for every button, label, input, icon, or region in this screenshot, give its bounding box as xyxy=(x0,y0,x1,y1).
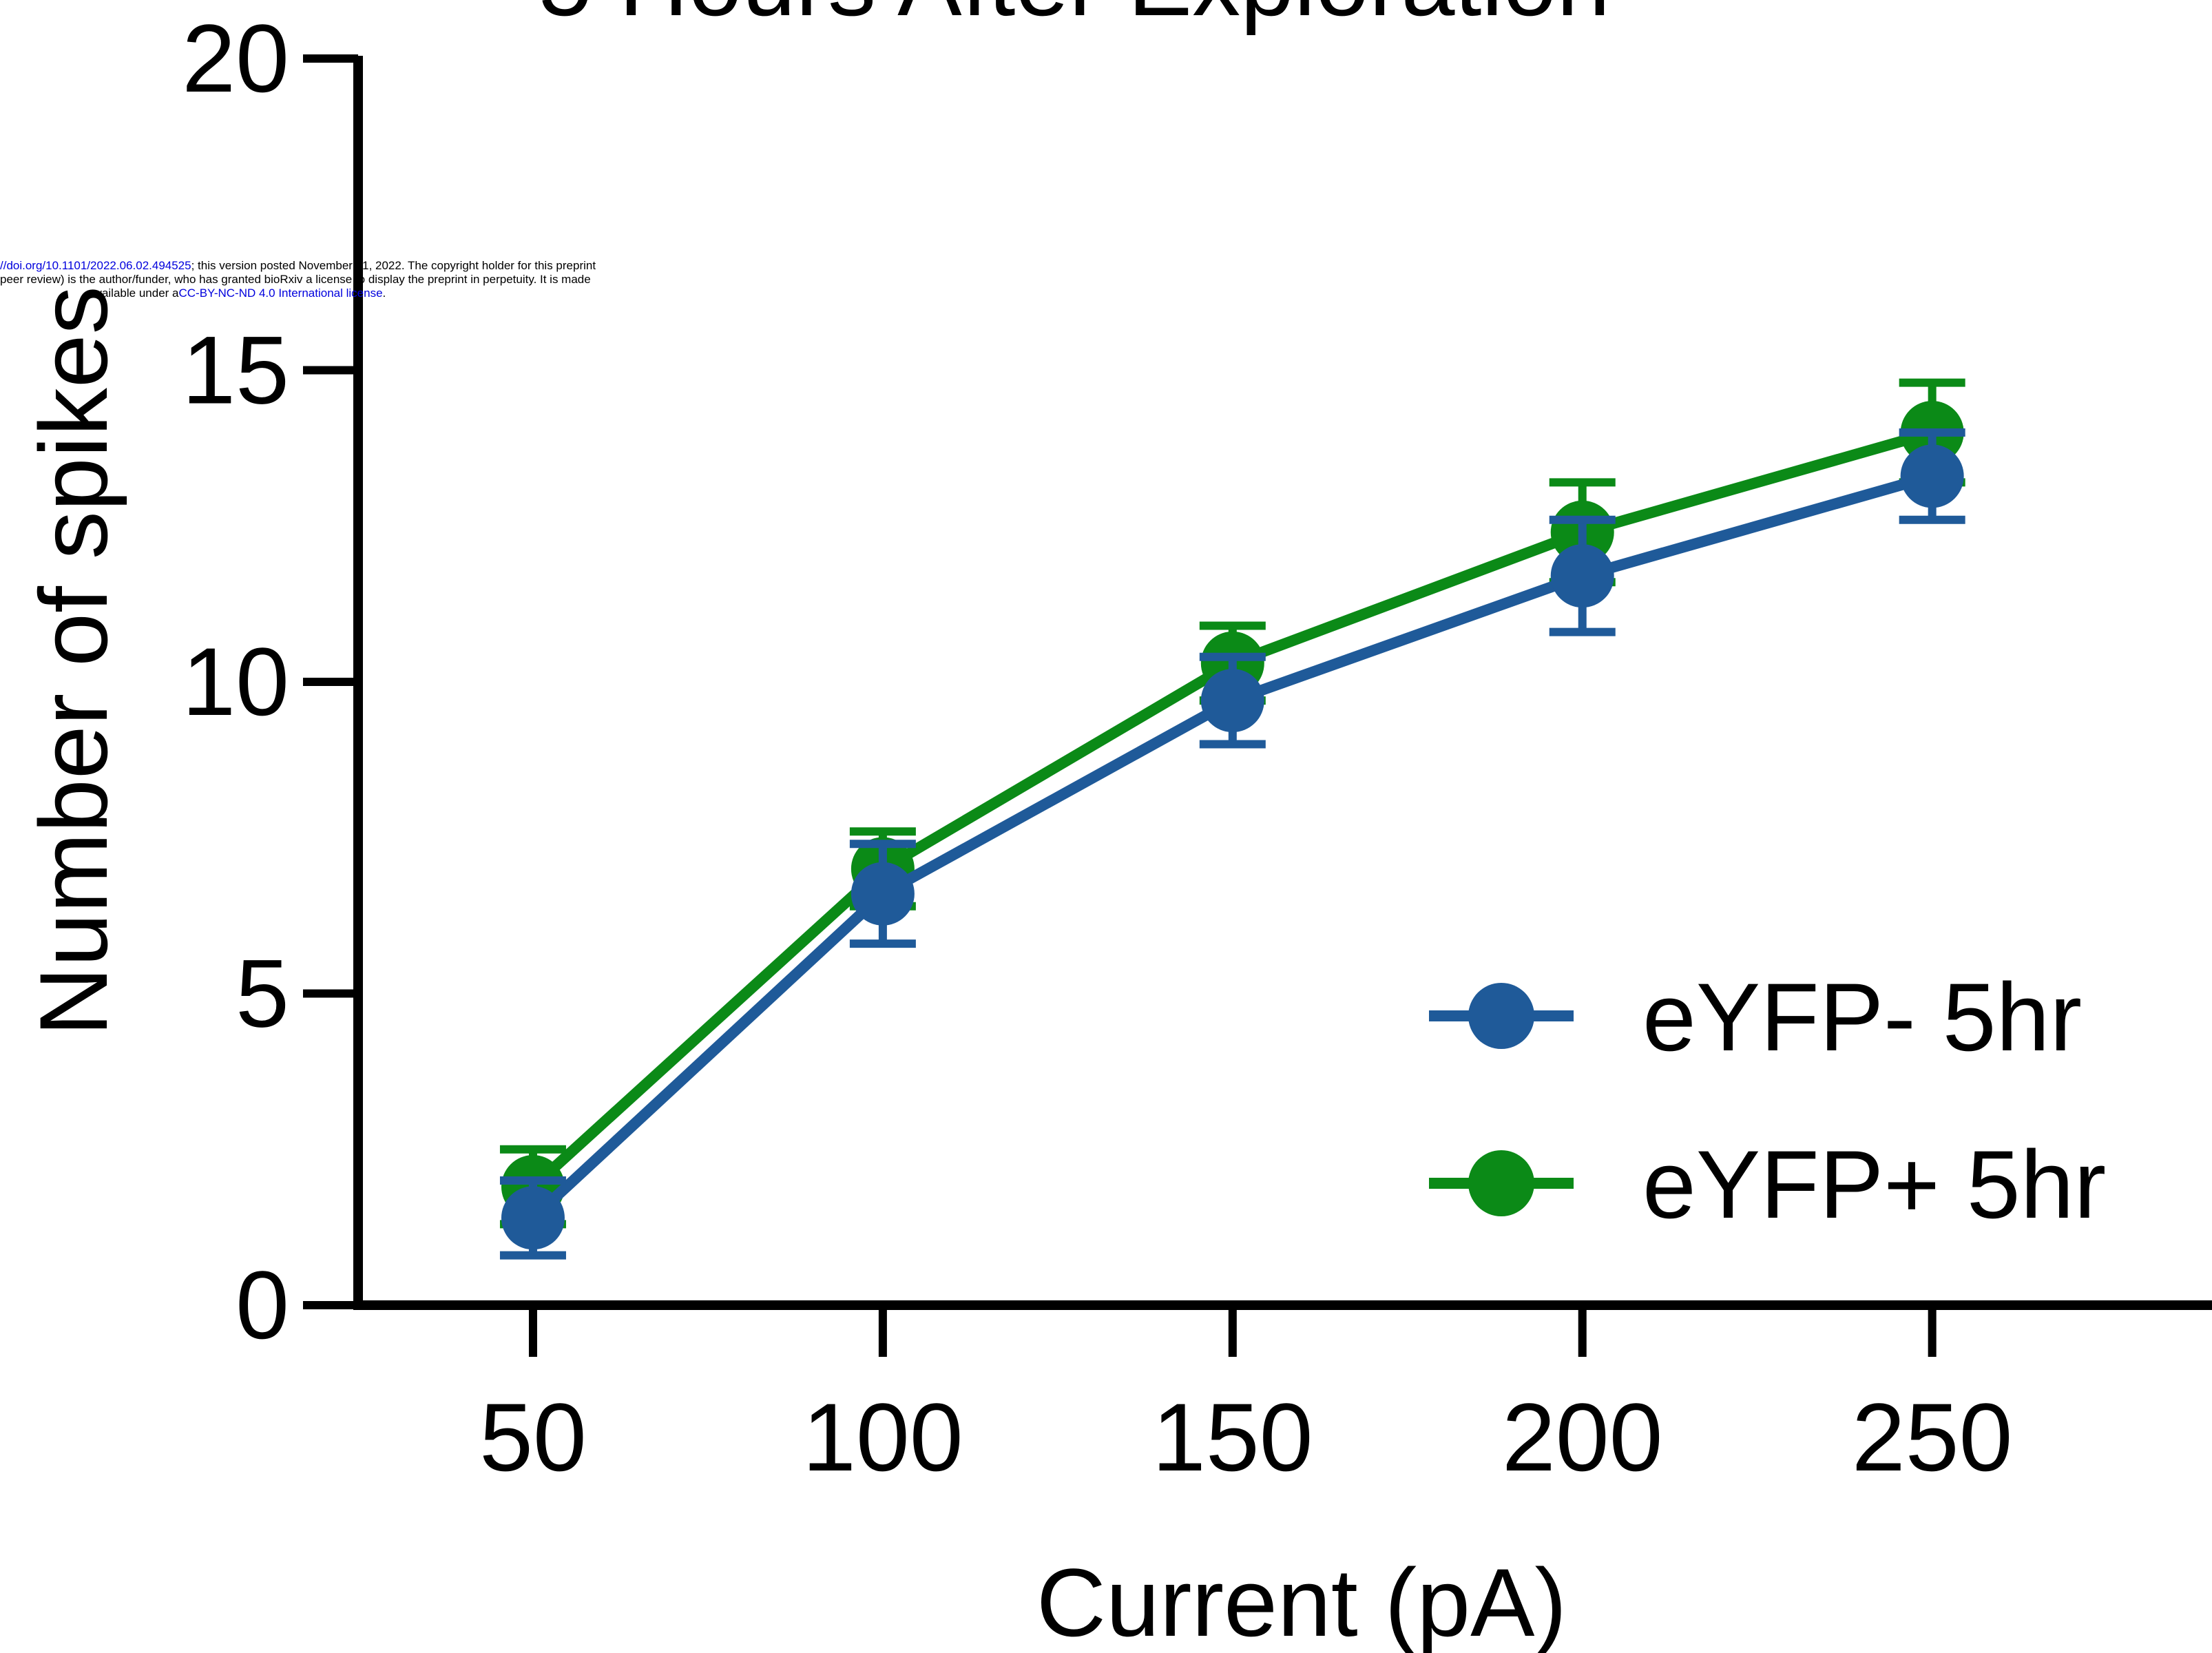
x-tick-label: 200 xyxy=(1502,1383,1663,1491)
series-1 xyxy=(499,428,1965,1260)
doi-link[interactable]: //doi.org/10.1101/2022.06.02.494525 xyxy=(0,259,191,272)
data-point xyxy=(501,1186,565,1250)
banner-line-3-prefix: available under a xyxy=(90,287,179,300)
data-point xyxy=(1550,544,1614,608)
legend-marker xyxy=(1468,1150,1534,1216)
banner-line-2: peer review) is the author/funder, who h… xyxy=(0,273,591,286)
series-layer xyxy=(499,378,1965,1260)
series-line xyxy=(529,427,1934,1191)
y-tick-label: 5 xyxy=(236,939,289,1048)
series-2 xyxy=(499,378,1965,1229)
x-axis-label: Current (pA) xyxy=(1036,1548,1567,1653)
y-tick-label: 0 xyxy=(236,1251,289,1359)
series-line xyxy=(529,470,1934,1223)
y-tick-label: 10 xyxy=(182,627,289,736)
legend-label: eYFP+ 5hr xyxy=(1642,1130,2106,1238)
x-tick-label: 50 xyxy=(479,1383,587,1491)
data-point xyxy=(1200,669,1264,733)
x-axis-ticks: 50 100 150 200 250 xyxy=(479,1305,2012,1491)
data-point xyxy=(851,862,915,926)
legend-label: eYFP- 5hr xyxy=(1642,963,2082,1071)
y-axis-ticks: 0 5 10 15 20 xyxy=(182,4,358,1359)
banner-line-3-suffix: . xyxy=(382,287,386,300)
x-tick-label: 150 xyxy=(1152,1383,1313,1491)
x-tick-label: 100 xyxy=(802,1383,963,1491)
data-point xyxy=(1900,444,1964,508)
banner-line-1-rest: ; this version posted November 21, 2022.… xyxy=(191,259,596,272)
chart-title: 5 Hours After Exploration xyxy=(539,0,1610,36)
legend-marker xyxy=(1468,983,1534,1049)
banner-line-3: available under aCC-BY-NC-ND 4.0 Interna… xyxy=(90,287,386,300)
legend: eYFP- 5hr eYFP+ 5hr xyxy=(1429,963,2106,1238)
y-tick-label: 15 xyxy=(182,316,289,424)
y-tick-label: 20 xyxy=(182,4,289,112)
license-link[interactable]: CC-BY-NC-ND 4.0 International license xyxy=(178,287,383,300)
banner-line-1: //doi.org/10.1101/2022.06.02.494525; thi… xyxy=(0,259,596,273)
x-tick-label: 250 xyxy=(1852,1383,2013,1491)
y-axis-label: Number of spikes xyxy=(19,286,127,1036)
